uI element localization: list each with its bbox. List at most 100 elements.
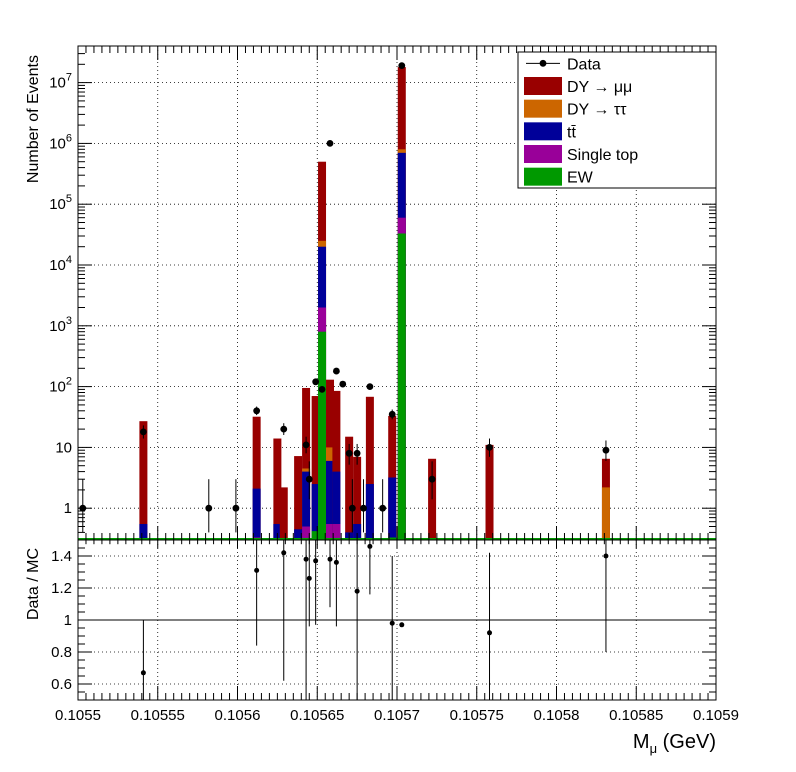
bar-dymumu [332, 390, 341, 540]
legend-swatch-ew [524, 167, 562, 186]
x-tick-label: 0.1055 [55, 707, 101, 724]
bar-ttbar [388, 477, 397, 540]
bar-dymumu [428, 458, 437, 540]
bar-dymumu [302, 387, 311, 540]
bar-dymumu [294, 456, 303, 540]
data-point [205, 504, 213, 512]
y-tick-label-base: 10 [49, 196, 66, 213]
legend-label-dytautau: DY → ττ [567, 102, 627, 119]
ratio-point [399, 622, 405, 628]
bar-singletop [332, 523, 341, 540]
x-tick-label: 0.1057 [374, 707, 420, 724]
y-tick-label: 1 [64, 500, 72, 517]
bar-ttbar [252, 488, 261, 540]
data-point [139, 428, 147, 436]
ratio-y-tick-label: 0.6 [51, 676, 72, 693]
bar-dymumu [311, 396, 320, 540]
y-tick-label-exponent: 4 [66, 254, 72, 266]
bar-singletop [302, 526, 311, 540]
legend-data-marker [539, 59, 547, 67]
bar-dymumu [139, 421, 148, 540]
x-axis-title-unit: (GeV) [657, 731, 716, 753]
bar-ttbar [311, 484, 320, 540]
bar-dymumu [279, 487, 288, 540]
x-tick-label: 0.1056 [215, 707, 261, 724]
bar-dymumu [365, 396, 374, 540]
legend-label-data: Data [567, 56, 601, 73]
y-tick-label: 10 [55, 439, 72, 456]
legend-swatch-singletop [524, 145, 562, 163]
bar-dymumu [273, 438, 282, 540]
data-point [366, 383, 374, 391]
bar-dymumu [345, 436, 354, 540]
x-tick-label: 0.10555 [131, 707, 185, 724]
data-point [339, 380, 347, 388]
y-tick-label-base: 10 [49, 135, 66, 152]
data-point [602, 446, 610, 454]
x-tick-label: 0.1058 [534, 707, 580, 724]
x-axis-title-main: M [633, 731, 650, 753]
x-axis-title: Mμ (GeV) [633, 731, 716, 756]
legend-label-ttbar: tt̄ [567, 124, 576, 141]
bar-dymumu [485, 444, 494, 540]
ratio-point [306, 575, 312, 581]
y-tick-label-base: 1 [64, 500, 72, 517]
y-tick-label: 102 [49, 376, 72, 396]
ratio-y-tick-label: 0.8 [51, 644, 72, 661]
bottom-axes: 0.1055 0.10555 0.1056 0.10565 0.1057 0.10575 0… [51, 539, 739, 724]
ratio-points [140, 540, 609, 700]
data-point [398, 62, 406, 70]
legend-label-singletop: Single top [567, 147, 638, 164]
bar-ew [318, 331, 327, 540]
data-points [79, 62, 610, 533]
x-tick-label: 0.10565 [290, 707, 344, 724]
legend-box [517, 51, 717, 189]
legend-label-ew: EW [567, 170, 594, 187]
y-tick-label: 107 [49, 72, 72, 92]
y-tick-label-base: 10 [49, 318, 66, 335]
y-tick-label-exponent: 2 [66, 376, 72, 388]
ratio-point [254, 567, 260, 573]
y-tick-label-base: 10 [55, 439, 72, 456]
ratio-y-tick-label: 1 [64, 612, 72, 629]
y-tick-label-exponent: 5 [66, 193, 72, 205]
ratio-point [327, 556, 333, 562]
bar-ew [397, 233, 406, 540]
legend-swatch-ttbar [524, 122, 562, 141]
y-tick-label-base: 10 [49, 75, 66, 92]
data-point [348, 504, 356, 512]
y-tick-label-base: 10 [49, 379, 66, 396]
ratio-point [140, 670, 146, 676]
stacked-bars [78, 67, 716, 541]
x-tick-label: 0.10585 [609, 707, 663, 724]
data-point [360, 504, 367, 512]
bar-ttbar [353, 523, 362, 540]
x-axis-title-subscript: μ [650, 741, 658, 756]
y-tick-label-exponent: 3 [66, 315, 72, 327]
data-point [280, 425, 288, 433]
bar-ttbar [332, 471, 341, 540]
data-point [332, 367, 340, 375]
ratio-y-tick-label: 1.2 [51, 580, 72, 597]
y-tick-label: 103 [49, 315, 72, 335]
y-tick-label-exponent: 7 [66, 72, 72, 84]
ratio-y-axis-title: Data / MC [25, 548, 42, 620]
data-point [253, 407, 261, 415]
data-point [232, 504, 240, 512]
bar-dymumu [252, 416, 261, 540]
ratio-point [333, 559, 339, 565]
data-point [318, 385, 326, 393]
ratio-point [367, 543, 373, 549]
data-point [345, 449, 353, 457]
bar-ttbar [139, 523, 148, 540]
legend: Data DY → μμ DY → ττ tt̄ Single top EW [517, 51, 717, 189]
y-tick-label: 106 [49, 132, 72, 152]
data-point [326, 140, 334, 147]
bar-ew [311, 531, 320, 540]
y-axis-title: Number of Events [25, 55, 42, 183]
ratio-point [313, 558, 319, 564]
data-point [302, 441, 310, 449]
data-point [312, 378, 320, 386]
